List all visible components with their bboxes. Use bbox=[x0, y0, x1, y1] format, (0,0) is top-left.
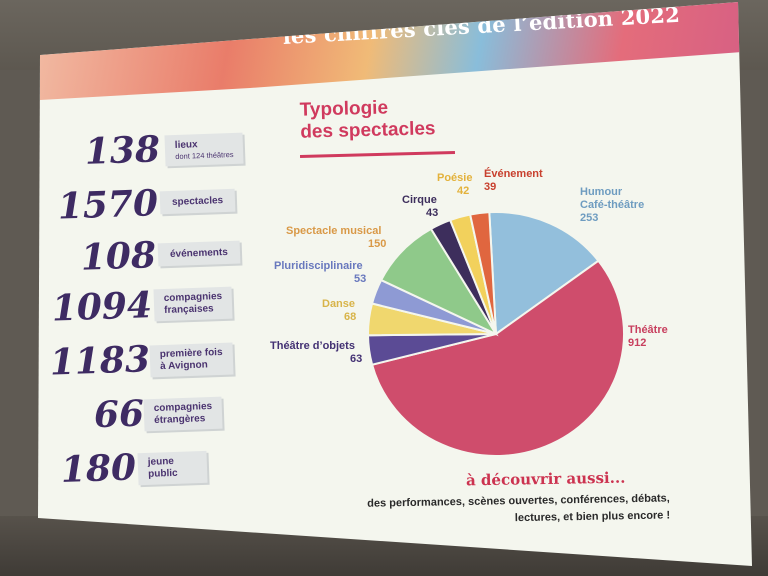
pie-label-evenement: Événement 39 bbox=[484, 168, 543, 193]
pie-label-cirque: Cirque 43 bbox=[402, 194, 439, 219]
pie-slice-humour-caf-th-tre bbox=[488, 211, 600, 336]
aussi-heading: à découvrir aussi... bbox=[465, 468, 626, 490]
aussi-description: des performances, scènes ouvertes, confé… bbox=[367, 492, 671, 525]
pie-slice-th-tre bbox=[370, 259, 625, 457]
pie-label-humour: Humour Café-théâtre 253 bbox=[580, 186, 645, 224]
pie-label-poesie: Poésie 42 bbox=[437, 172, 473, 197]
pie-label-spectacle-musical: Spectacle musical 150 bbox=[286, 225, 387, 250]
pie-label-pluridisciplinaire: Pluridisciplinaire 53 bbox=[274, 260, 367, 285]
pie-label-danse: Danse 68 bbox=[322, 298, 357, 323]
pie-label-theatre-objets: Théâtre d’objets 63 bbox=[270, 340, 363, 365]
pie-label-theatre: Théâtre 912 bbox=[628, 324, 668, 349]
pie-slice--v-nement bbox=[468, 211, 497, 335]
